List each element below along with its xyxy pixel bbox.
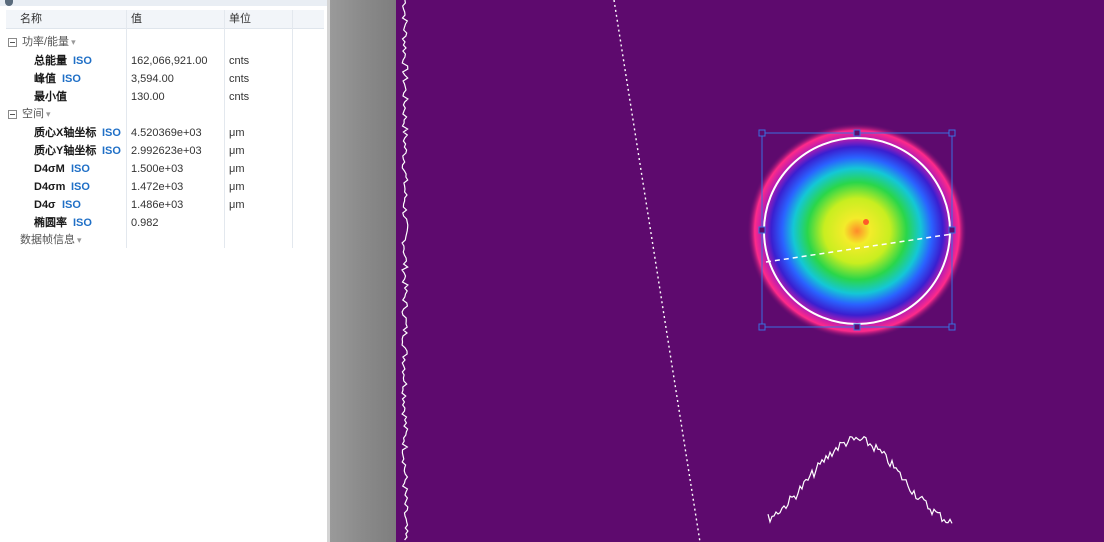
table-row[interactable]: 质心X轴坐标 ISO 4.520369e+03 μm <box>0 124 327 142</box>
table-row[interactable]: 质心Y轴坐标 ISO 2.992623e+03 μm <box>0 142 327 160</box>
property-name: D4σ <box>34 199 56 211</box>
iso-badge: ISO <box>102 127 121 139</box>
panel-splitter[interactable] <box>327 0 330 542</box>
property-name: 椭圆率 <box>34 217 67 229</box>
canvas-margin <box>330 0 396 542</box>
property-value: 1.500e+03 <box>131 163 184 175</box>
beam-image-canvas[interactable] <box>396 0 1104 542</box>
group-energy[interactable]: 功率/能量 ▾ <box>8 33 76 51</box>
table-row[interactable]: D4σ ISO 1.486e+03 μm <box>0 196 327 214</box>
table-row[interactable]: 椭圆率 ISO 0.982 <box>0 214 327 232</box>
column-header-unit[interactable]: 单位 <box>229 13 251 25</box>
properties-panel: 名称 值 单位 功率/能量 ▾ 总能量 ISO 162,066,921.00 cnts 峰… <box>0 0 327 542</box>
property-value: 0.982 <box>131 217 159 229</box>
horizontal-profile-trace <box>767 435 953 524</box>
iso-badge: ISO <box>102 145 121 157</box>
property-name: 质心X轴坐标 <box>34 127 97 139</box>
beam-image[interactable] <box>396 0 1104 542</box>
property-unit: μm <box>229 145 245 157</box>
column-header-value[interactable]: 值 <box>131 13 142 25</box>
iso-badge: ISO <box>62 73 81 85</box>
property-unit: μm <box>229 181 245 193</box>
property-unit: μm <box>229 199 245 211</box>
property-value: 1.486e+03 <box>131 199 184 211</box>
property-value: 3,594.00 <box>131 73 174 85</box>
group-frame-info[interactable]: 数据帧信息 ▾ <box>20 231 82 249</box>
panel-menu-icon[interactable] <box>5 0 13 6</box>
column-divider <box>292 10 293 248</box>
property-unit: cnts <box>229 91 250 103</box>
column-divider <box>224 10 225 248</box>
centroid-marker <box>863 219 869 225</box>
chevron-down-icon[interactable]: ▾ <box>71 37 76 47</box>
iso-badge: ISO <box>73 55 92 67</box>
column-header-name[interactable]: 名称 <box>20 13 42 25</box>
vertical-profile-trace <box>401 0 409 541</box>
iso-badge: ISO <box>62 199 81 211</box>
chevron-down-icon[interactable]: ▾ <box>77 235 82 245</box>
column-divider <box>126 10 127 248</box>
minor-axis-line <box>765 233 953 263</box>
group-frame-label: 数据帧信息 <box>20 234 75 246</box>
selection-handles[interactable] <box>758 129 956 331</box>
major-axis-line <box>613 0 701 542</box>
table-header <box>6 10 324 29</box>
table-row[interactable]: D4σm ISO 1.472e+03 μm <box>0 178 327 196</box>
property-value: 162,066,921.00 <box>131 55 208 67</box>
chevron-down-icon[interactable]: ▾ <box>46 109 51 119</box>
table-row[interactable]: 总能量 ISO 162,066,921.00 cnts <box>0 52 327 70</box>
table-row[interactable]: 峰值 ISO 3,594.00 cnts <box>0 70 327 88</box>
property-name: 总能量 <box>34 55 67 67</box>
property-value: 2.992623e+03 <box>131 145 202 157</box>
iso-badge: ISO <box>73 217 92 229</box>
panel-top-strip <box>0 0 327 6</box>
collapse-icon[interactable] <box>8 109 17 119</box>
property-unit: μm <box>229 127 245 139</box>
beam-spot <box>747 123 967 339</box>
property-name: 质心Y轴坐标 <box>34 145 97 157</box>
table-row[interactable]: 最小值 130.00 cnts <box>0 88 327 106</box>
property-unit: μm <box>229 163 245 175</box>
property-value: 4.520369e+03 <box>131 127 202 139</box>
property-name: 最小值 <box>34 91 67 103</box>
iso-badge: ISO <box>71 181 90 193</box>
property-name: D4σm <box>34 181 66 193</box>
iso-badge: ISO <box>71 163 90 175</box>
property-unit: cnts <box>229 73 250 85</box>
collapse-icon[interactable] <box>8 37 17 47</box>
property-name: 峰值 <box>34 73 56 85</box>
property-name: D4σM <box>34 163 65 175</box>
group-space[interactable]: 空间 ▾ <box>8 105 51 123</box>
group-energy-label: 功率/能量 <box>22 36 70 48</box>
property-value: 1.472e+03 <box>131 181 184 193</box>
group-space-label: 空间 <box>22 108 44 120</box>
property-value: 130.00 <box>131 91 165 103</box>
table-row[interactable]: D4σM ISO 1.500e+03 μm <box>0 160 327 178</box>
property-unit: cnts <box>229 55 250 67</box>
